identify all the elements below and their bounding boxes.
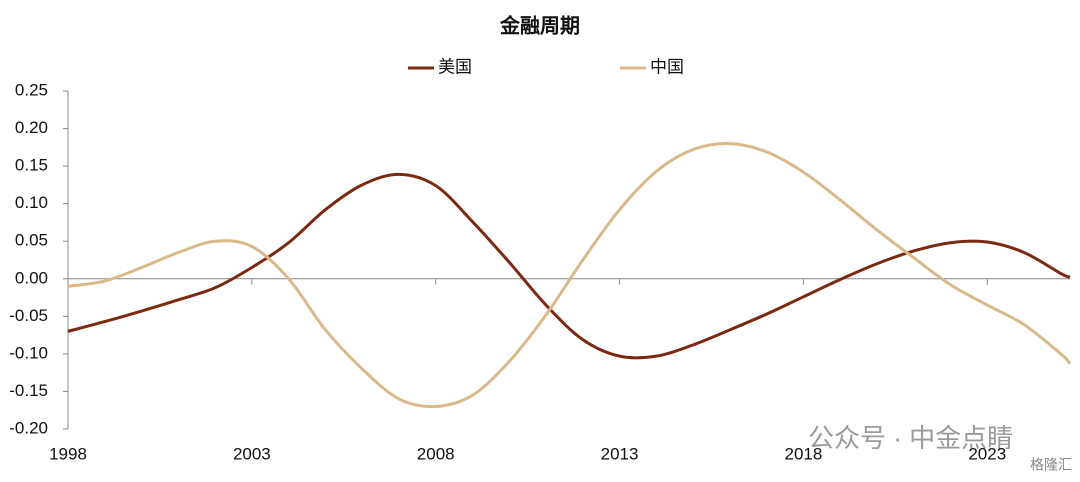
x-tick-label: 2013: [601, 444, 639, 463]
x-tick-label: 2008: [417, 444, 455, 463]
chart-title: 金融周期: [499, 13, 580, 37]
y-tick-label: -0.10: [9, 343, 48, 362]
y-tick-label: 0.05: [15, 231, 48, 250]
y-tick-label: 0.20: [15, 118, 48, 137]
y-tick-label: -0.20: [9, 418, 48, 437]
y-tick-label: 0.10: [15, 193, 48, 212]
legend-label: 中国: [650, 57, 684, 76]
legend-label: 美国: [438, 57, 472, 76]
series-line: [67, 172, 1071, 360]
y-tick-label: -0.05: [9, 306, 48, 325]
y-tick-label: 0.15: [15, 156, 48, 175]
y-tick-label: 0.00: [15, 268, 48, 287]
watermark: 公众号 · 中金点睛: [808, 423, 1013, 453]
x-tick-label: 2003: [233, 444, 271, 463]
x-tick-label: 1998: [49, 444, 87, 463]
x-tick-label: 2023: [968, 444, 1006, 463]
source-mark: 格隆汇: [1030, 457, 1072, 473]
y-tick-label: 0.25: [15, 80, 48, 99]
x-tick-label: 2018: [784, 444, 822, 463]
series-line: [67, 142, 1072, 409]
y-tick-label: -0.15: [9, 381, 48, 400]
